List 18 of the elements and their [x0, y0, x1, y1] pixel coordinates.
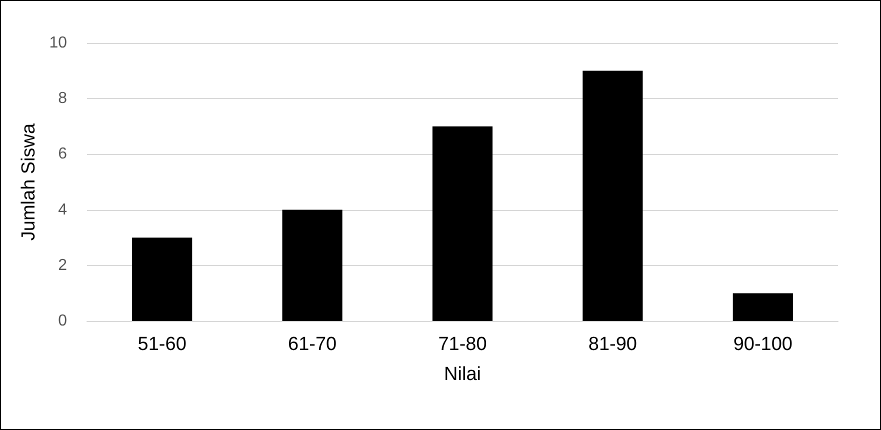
x-axis-title: Nilai [444, 364, 481, 385]
bar [732, 293, 793, 321]
x-tick-label: 61-70 [288, 334, 337, 355]
x-tick-label: 81-90 [588, 334, 638, 355]
y-tick-label: 10 [49, 34, 68, 52]
x-tick-label: 51-60 [138, 334, 186, 355]
x-tick-label: 90-100 [733, 334, 792, 355]
y-tick-label: 0 [58, 312, 68, 330]
x-tick-label: 71-80 [438, 334, 487, 355]
y-tick-label: 6 [58, 146, 68, 163]
y-tick-label: 2 [58, 256, 68, 274]
y-axis-title: Jumlah Siswa [18, 122, 40, 241]
bar [282, 210, 342, 321]
bar [582, 70, 643, 321]
bar [132, 238, 192, 321]
y-tick-label: 4 [58, 201, 68, 218]
bar [432, 126, 493, 321]
y-tick-label: 8 [58, 90, 68, 108]
